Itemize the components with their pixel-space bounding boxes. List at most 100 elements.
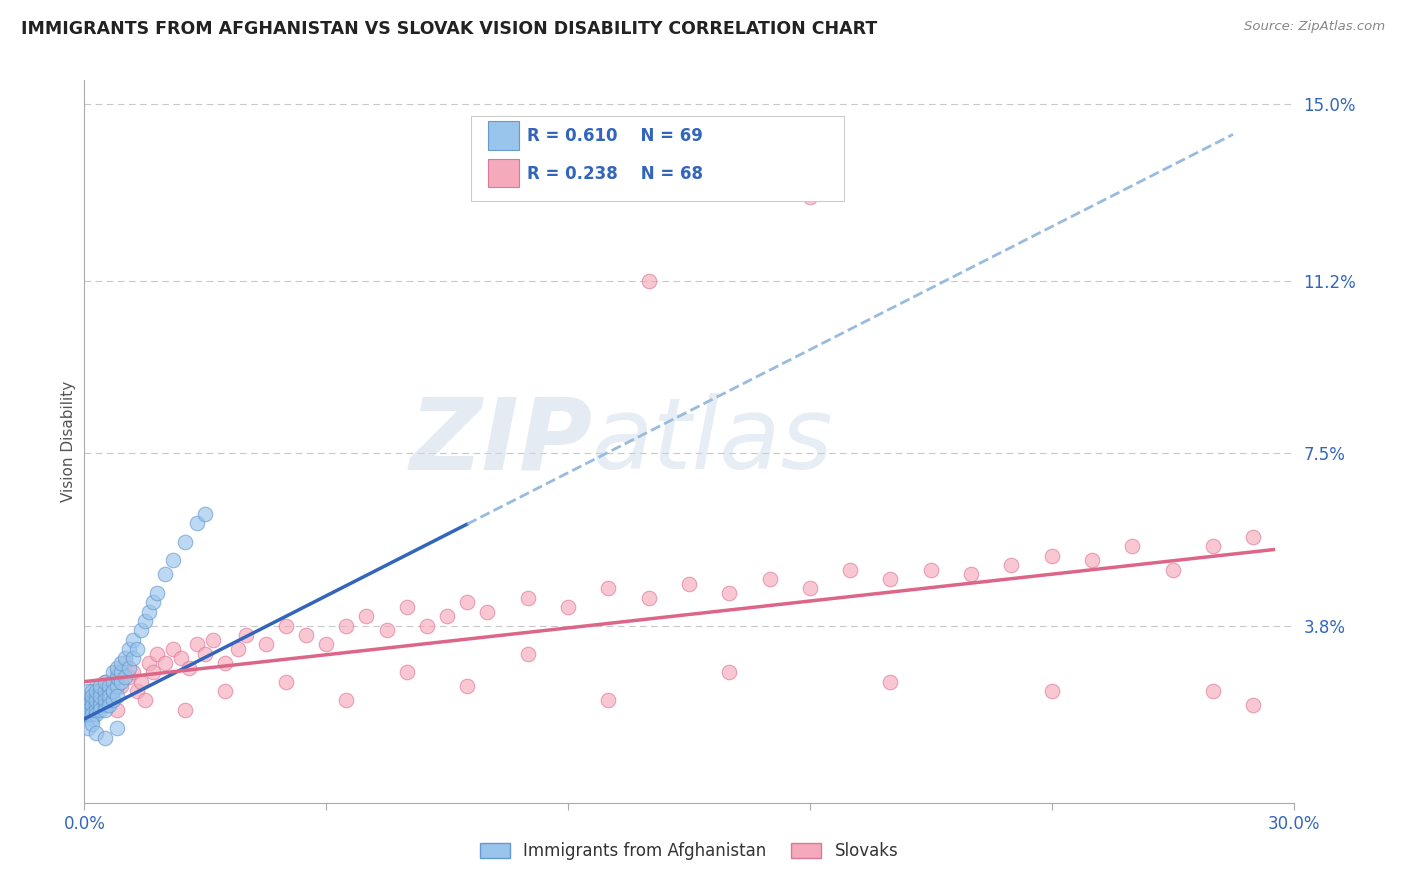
Point — [142, 595, 165, 609]
Point — [86, 726, 108, 740]
Point — [718, 665, 741, 680]
Point — [114, 670, 136, 684]
Point — [105, 721, 128, 735]
Point — [110, 665, 132, 680]
Point — [146, 586, 169, 600]
Point — [134, 614, 156, 628]
Point — [456, 679, 478, 693]
Point — [202, 632, 225, 647]
Point — [82, 716, 104, 731]
Point — [82, 712, 104, 726]
Point — [879, 572, 901, 586]
Point — [226, 642, 249, 657]
Point — [110, 679, 132, 693]
Point — [82, 702, 104, 716]
Point — [82, 693, 104, 707]
Point — [110, 674, 132, 689]
Point — [174, 534, 197, 549]
Point — [356, 609, 378, 624]
Point — [134, 693, 156, 707]
Point — [101, 693, 124, 707]
Point — [114, 656, 136, 670]
Point — [118, 642, 141, 657]
Point — [93, 684, 115, 698]
Point — [97, 689, 120, 703]
Text: ZIP: ZIP — [409, 393, 592, 490]
Point — [101, 684, 124, 698]
Point — [93, 702, 115, 716]
Point — [1040, 549, 1063, 563]
Point — [920, 563, 942, 577]
Point — [799, 190, 821, 204]
Point — [235, 628, 257, 642]
Point — [97, 693, 120, 707]
Point — [1161, 563, 1184, 577]
Point — [89, 693, 111, 707]
Point — [1000, 558, 1022, 572]
Point — [82, 684, 104, 698]
Legend: Immigrants from Afghanistan, Slovaks: Immigrants from Afghanistan, Slovaks — [472, 836, 905, 867]
Point — [97, 698, 120, 712]
Text: Source: ZipAtlas.com: Source: ZipAtlas.com — [1244, 20, 1385, 33]
Point — [93, 674, 115, 689]
Point — [153, 656, 176, 670]
Point — [557, 600, 579, 615]
Point — [138, 656, 160, 670]
Point — [125, 684, 148, 698]
Point — [97, 684, 120, 698]
Point — [598, 693, 620, 707]
Point — [97, 679, 120, 693]
Point — [105, 689, 128, 703]
Point — [86, 707, 108, 722]
Point — [82, 689, 104, 703]
Point — [105, 660, 128, 674]
Point — [118, 660, 141, 674]
Point — [121, 665, 143, 680]
Point — [77, 693, 100, 707]
Point — [105, 702, 128, 716]
Point — [1081, 553, 1104, 567]
Text: IMMIGRANTS FROM AFGHANISTAN VS SLOVAK VISION DISABILITY CORRELATION CHART: IMMIGRANTS FROM AFGHANISTAN VS SLOVAK VI… — [21, 20, 877, 37]
Point — [129, 624, 152, 638]
Point — [194, 507, 217, 521]
Point — [174, 702, 197, 716]
Point — [77, 684, 100, 698]
Point — [82, 698, 104, 712]
Point — [1241, 698, 1264, 712]
Point — [121, 651, 143, 665]
Point — [758, 572, 780, 586]
Point — [89, 679, 111, 693]
Point — [416, 618, 439, 632]
Point — [82, 707, 104, 722]
Point — [335, 693, 357, 707]
Point — [170, 651, 193, 665]
Point — [1202, 540, 1225, 554]
Point — [637, 274, 659, 288]
Point — [799, 582, 821, 596]
Point — [295, 628, 318, 642]
Point — [637, 591, 659, 605]
Point — [77, 698, 100, 712]
Text: R = 0.238    N = 68: R = 0.238 N = 68 — [527, 165, 703, 183]
Point — [146, 647, 169, 661]
Point — [93, 731, 115, 745]
Point — [598, 582, 620, 596]
Point — [125, 642, 148, 657]
Point — [118, 670, 141, 684]
Point — [879, 674, 901, 689]
Point — [395, 665, 418, 680]
Point — [89, 684, 111, 698]
Point — [153, 567, 176, 582]
Point — [101, 665, 124, 680]
Point — [214, 684, 236, 698]
Point — [186, 637, 208, 651]
Point — [105, 665, 128, 680]
Point — [960, 567, 983, 582]
Point — [97, 689, 120, 703]
Point — [718, 586, 741, 600]
Point — [93, 698, 115, 712]
Point — [254, 637, 277, 651]
Point — [179, 660, 201, 674]
Text: atlas: atlas — [592, 393, 834, 490]
Point — [77, 721, 100, 735]
